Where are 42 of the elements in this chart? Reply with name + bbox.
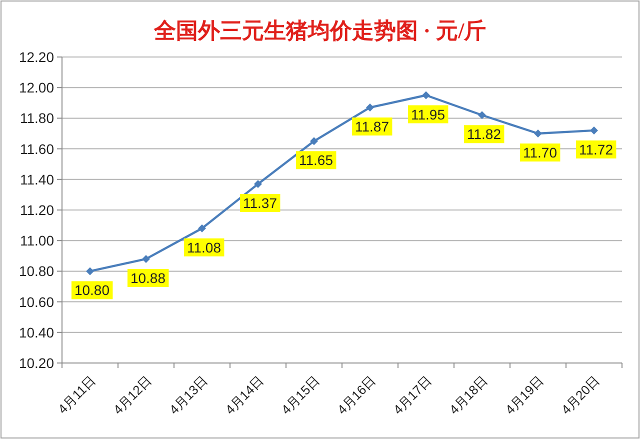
point [366,103,374,112]
chart-title: 全国外三元生猪均价走势图 · 元/斤 [152,18,486,43]
point [534,130,542,138]
data-label: 10.88 [130,270,166,286]
data-label: 11.37 [243,194,278,211]
y-tick-label: 10.40 [18,324,54,340]
x-tick-label: 4月18日 [446,372,491,418]
y-tick-label: 10.60 [18,294,54,310]
x-tick-label: 4月20日 [558,372,603,418]
y-tick-label: 11.20 [20,202,54,218]
y-tick-label: 10.80 [18,263,54,280]
point [254,180,262,188]
x-tick-label: 4月19日 [502,372,547,418]
y-tick-label: 12.20 [18,49,54,65]
data-label: 11.08 [187,239,222,256]
point [142,254,150,263]
data-label: 11.82 [467,126,502,142]
point [590,126,598,134]
y-tick-label: 11.00 [20,232,54,249]
y-tick-label: 11.40 [20,171,54,188]
point [422,91,430,100]
x-tick-label: 4月15日 [278,372,323,418]
y-tick-label: 11.60 [20,140,54,157]
point [478,111,486,120]
x-tick-label: 4月17日 [390,372,435,418]
x-tick-label: 4月12日 [110,372,155,418]
data-label: 11.65 [299,152,334,168]
y-tick-label: 11.80 [20,110,54,126]
data-label: 11.72 [579,141,614,158]
data-label: 10.80 [74,282,110,298]
point [198,224,206,232]
data-label: 11.70 [523,144,558,160]
y-tick-label: 12.00 [18,80,54,96]
x-tick-label: 4月16日 [334,372,379,418]
x-tick-label: 4月14日 [222,372,267,418]
data-label: 11.95 [411,106,446,122]
y-tick-label: 10.20 [18,355,54,371]
point [86,267,94,276]
x-tick-label: 4月13日 [166,372,211,418]
x-tick-label: 4月11日 [54,372,99,417]
point [310,137,318,146]
data-label: 11.87 [355,118,390,134]
